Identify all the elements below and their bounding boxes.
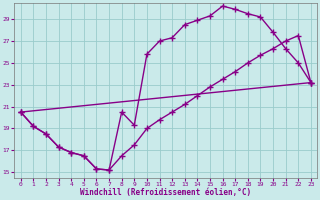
X-axis label: Windchill (Refroidissement éolien,°C): Windchill (Refroidissement éolien,°C) xyxy=(80,188,252,197)
